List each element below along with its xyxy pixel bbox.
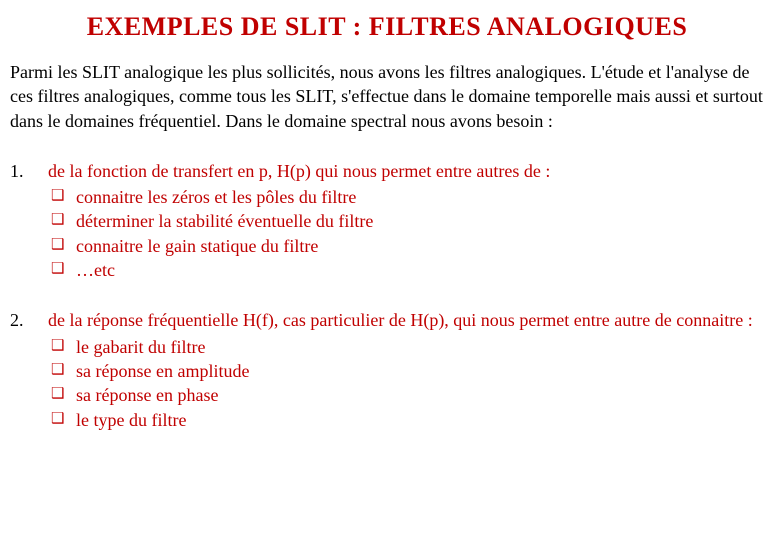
sub-item: …etc [48,258,764,282]
sub-item: le type du filtre [48,408,764,432]
list-item: de la fonction de transfert en p, H(p) q… [10,159,764,282]
item-lead: de la réponse fréquentielle H(f), cas pa… [48,310,753,330]
page-title: EXEMPLES DE SLIT : FILTRES ANALOGIQUES [10,12,764,42]
intro-paragraph: Parmi les SLIT analogique les plus solli… [10,60,764,133]
sub-item: sa réponse en phase [48,383,764,407]
sub-item: le gabarit du filtre [48,335,764,359]
item-lead: de la fonction de transfert en p, H(p) q… [48,161,550,181]
sub-item: sa réponse en amplitude [48,359,764,383]
sub-list: connaitre les zéros et les pôles du filt… [48,185,764,282]
sub-list: le gabarit du filtre sa réponse en ampli… [48,335,764,432]
sub-item: connaitre les zéros et les pôles du filt… [48,185,764,209]
numbered-list: de la fonction de transfert en p, H(p) q… [10,159,764,432]
list-item: de la réponse fréquentielle H(f), cas pa… [10,308,764,431]
sub-item: connaitre le gain statique du filtre [48,234,764,258]
sub-item: déterminer la stabilité éventuelle du fi… [48,209,764,233]
